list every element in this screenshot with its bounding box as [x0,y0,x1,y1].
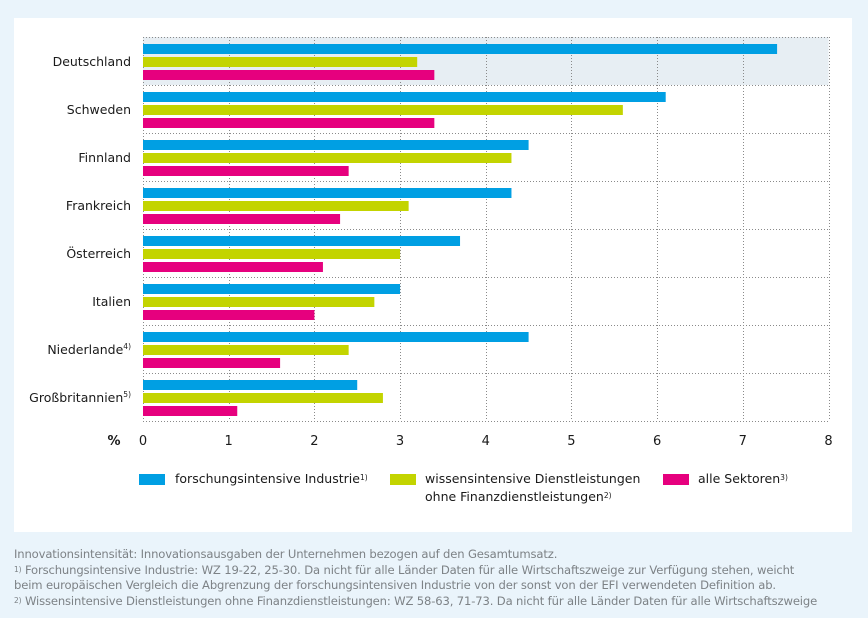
category-superscript: 4) [123,342,131,351]
category-label: Schweden [67,102,131,117]
bar-wissen [143,153,512,163]
bar-wissen [143,297,375,307]
legend-label-forschung: forschungsintensive Industrie1) [175,471,368,486]
bar-alle [143,70,435,80]
x-tick-label: 6 [653,434,661,449]
category-label: Finnland [78,150,131,165]
bar-wissen [143,201,409,211]
legend-swatch-alle [663,474,689,485]
bar-forschung [143,236,461,246]
x-tick-label: 5 [567,434,575,449]
bar-wissen [143,57,418,67]
bar-alle [143,118,435,128]
x-axis-unit-label: % [107,434,120,449]
legend-swatch-wissen [390,474,416,485]
bar-forschung [143,44,778,54]
bar-alle [143,406,238,416]
bar-wissen [143,345,349,355]
category-label: Deutschland [53,54,131,69]
bar-forschung [143,188,512,198]
legend-label-alle: alle Sektoren3) [698,471,788,486]
category-label: Frankreich [66,198,131,213]
legend-swatch-forschung [139,474,165,485]
bar-alle [143,262,323,272]
bar-forschung [143,284,401,294]
bar-alle [143,358,281,368]
footnote-line: 2) Wissensintensive Dienstleistungen ohn… [14,593,818,608]
category-label: Niederlande4) [47,342,131,357]
x-tick-label: 3 [396,434,404,449]
x-tick-label: 0 [139,434,147,449]
x-tick-label: 2 [310,434,318,449]
legend-label-wissen-line2: ohne Finanzdienstleistungen2) [425,489,612,504]
bar-forschung [143,140,529,150]
category-superscript: 5) [123,390,131,399]
bar-chart: Deutschland Schweden Finnland Frankreich Öst… [29,37,833,449]
bar-forschung [143,332,529,342]
bar-wissen [143,105,623,115]
bar-forschung [143,92,666,102]
legend-label-wissen-line1: wissensintensive Dienstleistungen [425,471,641,486]
bar-wissen [143,249,401,259]
category-label: Österreich [66,245,131,261]
category-label: Italien [92,294,131,309]
chart-panel [14,18,852,532]
bar-forschung [143,380,358,390]
bar-wissen [143,393,383,403]
x-tick-label: 7 [739,434,747,449]
footnotes: Innovationsintensität: Innovationsausgab… [14,547,859,609]
x-tick-label: 4 [482,434,490,449]
x-tick-label: 1 [225,434,233,449]
bar-alle [143,166,349,176]
bar-alle [143,214,341,224]
x-tick-label: 8 [824,434,832,449]
footnote-line: 1) Forschungsintensive Industrie: WZ 19-… [14,562,795,577]
footnote-line: Innovationsintensität: Innovationsausgab… [14,547,558,561]
bar-alle [143,310,315,320]
footnote-line: beim europäischen Vergleich die Abgrenzu… [14,578,776,593]
category-label: Großbritannien5) [29,390,131,405]
